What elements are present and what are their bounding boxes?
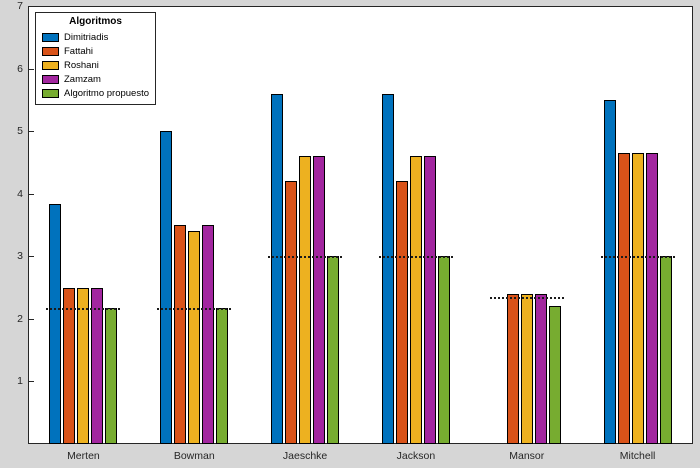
y-axis-tick-mark: [29, 318, 34, 320]
legend-item: Dimitriadis: [42, 30, 149, 44]
bar: [506, 293, 519, 444]
y-axis-tick-label: 1: [17, 375, 23, 388]
bar: [631, 153, 644, 444]
y-axis-tick-label: 2: [17, 312, 23, 325]
y-axis-tick-mark: [29, 68, 34, 70]
legend-label: Roshani: [64, 59, 99, 71]
reference-line: [600, 256, 675, 259]
legend-swatch: [42, 60, 59, 70]
x-axis-category-label: Jackson: [396, 450, 436, 462]
legend-label: Algoritmo propuesto: [64, 87, 150, 99]
y-axis-tick-label: 4: [17, 187, 23, 200]
bar: [659, 256, 672, 444]
bar: [271, 93, 284, 444]
reference-line: [378, 256, 453, 259]
legend: Algoritmos Dimitriadis Fattahi Roshani Zamz…: [35, 12, 157, 105]
reference-line: [157, 308, 232, 311]
y-axis-tick-label: 7: [17, 0, 23, 12]
bar: [409, 156, 422, 444]
bar: [285, 181, 298, 444]
legend-swatch: [42, 32, 59, 42]
legend-label: Zamzam: [64, 73, 101, 85]
x-axis-category-label: Mitchell: [619, 450, 656, 462]
bar: [327, 256, 340, 444]
bar: [603, 99, 616, 444]
bar: [313, 156, 326, 444]
legend-item: Fattahi: [42, 44, 149, 58]
y-axis-tick-label: 6: [17, 62, 23, 75]
y-axis-tick-mark: [29, 6, 34, 7]
x-axis-category-label: Bowman: [173, 450, 215, 462]
y-axis-tick-label: 5: [17, 125, 23, 138]
bar: [520, 293, 533, 444]
legend-title: Algoritmos: [69, 16, 122, 27]
bar: [105, 308, 118, 444]
y-axis-tick-mark: [29, 381, 34, 383]
legend-items: Dimitriadis Fattahi Roshani Zamzam Algoritmo…: [42, 30, 149, 100]
y-axis-tick-mark: [29, 193, 34, 195]
legend-label: Dimitriadis: [64, 31, 109, 43]
bar: [160, 131, 173, 444]
reference-line: [489, 296, 564, 299]
reference-line: [46, 308, 121, 311]
bar: [63, 287, 76, 444]
bar: [423, 156, 436, 444]
bar: [534, 293, 547, 444]
legend-label: Fattahi: [64, 45, 94, 57]
y-axis-tick-label: 3: [17, 250, 23, 263]
y-axis-tick-mark: [29, 131, 34, 133]
bar: [645, 153, 658, 444]
bar: [548, 306, 561, 444]
legend-item: Algoritmo propuesto: [42, 86, 149, 100]
bar: [49, 204, 62, 444]
legend-swatch: [42, 88, 59, 98]
legend-swatch: [42, 74, 59, 84]
bar: [216, 308, 229, 444]
bar: [174, 225, 187, 444]
bar: [395, 181, 408, 444]
bar: [381, 93, 394, 444]
legend-item: Roshani: [42, 58, 149, 72]
bar: [617, 153, 630, 444]
bar: [299, 156, 312, 444]
y-axis-tick-mark: [29, 256, 34, 258]
bar: [77, 287, 90, 444]
bar: [202, 225, 215, 444]
legend-swatch: [42, 46, 59, 56]
bar: [188, 231, 201, 444]
x-axis-category-label: Jaeschke: [282, 450, 328, 462]
legend-item: Zamzam: [42, 72, 149, 86]
bar: [437, 256, 450, 444]
bar: [91, 287, 104, 444]
x-axis-category-label: Mansor: [509, 450, 545, 462]
x-axis-category-label: Merten: [67, 450, 100, 462]
reference-line: [268, 256, 343, 259]
